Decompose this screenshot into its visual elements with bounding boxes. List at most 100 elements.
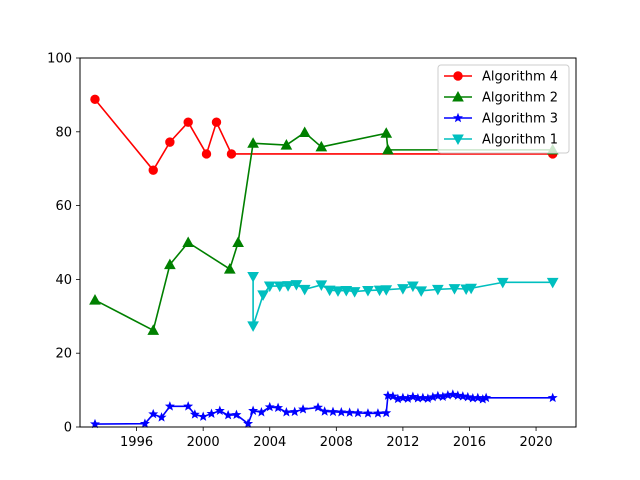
series-3 (90, 389, 558, 429)
data-point (397, 284, 409, 295)
data-point (206, 408, 217, 418)
data-point (231, 409, 242, 420)
data-point (148, 165, 158, 175)
data-point (223, 409, 234, 420)
x-tick-label: 2008 (320, 435, 353, 450)
data-point (247, 271, 259, 283)
data-point (462, 391, 473, 402)
x-tick-label: 2004 (253, 435, 286, 450)
data-point (90, 94, 100, 105)
data-point (281, 407, 292, 417)
plot-frame (79, 57, 577, 428)
data-point (148, 408, 159, 419)
data-point (380, 285, 393, 296)
x-tick-label: 2020 (520, 435, 553, 450)
data-point (226, 149, 237, 159)
data-point (415, 286, 428, 297)
data-point (164, 401, 175, 411)
data-point (264, 401, 275, 412)
data-point (465, 283, 477, 295)
data-point (232, 236, 244, 247)
x-tick-label: 2016 (453, 435, 486, 450)
data-point (344, 407, 355, 417)
data-point (417, 392, 428, 403)
data-point (273, 402, 284, 413)
legend-label: Algorithm 3 (482, 112, 558, 127)
data-point (387, 391, 398, 401)
x-tick-label: 2000 (187, 435, 220, 450)
data-point (352, 407, 363, 418)
y-tick-label: 100 (47, 52, 72, 67)
data-point (183, 401, 194, 411)
x-tick-label: 1996 (120, 435, 153, 450)
data-point (319, 406, 330, 416)
data-point (382, 143, 394, 155)
data-point (223, 263, 236, 274)
data-point (447, 389, 458, 399)
data-point (496, 277, 509, 289)
legend-marker (453, 112, 463, 123)
data-point (273, 281, 286, 293)
y-tick-label: 80 (55, 125, 72, 140)
data-point (313, 402, 323, 412)
data-point (315, 280, 328, 291)
data-point (432, 390, 443, 401)
data-point (457, 391, 468, 401)
data-point (336, 407, 347, 417)
data-point (298, 126, 311, 138)
data-point (546, 277, 559, 289)
data-point (164, 258, 176, 270)
x-tick-label: 2012 (386, 435, 419, 450)
data-point (183, 117, 193, 127)
data-point (263, 281, 276, 293)
legend-marker (452, 134, 464, 146)
data-point (298, 404, 309, 414)
data-point (407, 281, 419, 293)
data-point (256, 407, 267, 417)
data-point (189, 409, 200, 419)
data-point (547, 392, 558, 403)
series-1 (90, 94, 558, 175)
data-point (315, 140, 328, 152)
legend-box (437, 64, 570, 154)
data-point (452, 390, 463, 400)
data-point (380, 127, 393, 138)
data-point (214, 405, 225, 415)
data-point (201, 149, 212, 159)
data-point (139, 418, 150, 428)
data-point (182, 236, 195, 247)
y-tick-label: 40 (55, 273, 72, 288)
y-tick-label: 0 (64, 421, 72, 436)
data-point (247, 137, 259, 148)
data-point (147, 324, 160, 335)
data-point (280, 139, 293, 150)
legend-entry: Algorithm 4 (444, 70, 558, 85)
legend-label: Algorithm 2 (482, 91, 558, 106)
data-point (248, 405, 259, 415)
data-point (247, 321, 259, 332)
legend-label: Algorithm 1 (482, 133, 558, 148)
data-point (165, 137, 175, 147)
data-point (332, 286, 344, 297)
data-point (397, 392, 408, 403)
data-point (298, 284, 311, 296)
series-4 (247, 271, 559, 332)
data-point (257, 290, 269, 301)
series-line (94, 98, 553, 171)
data-point (328, 406, 338, 417)
data-point (481, 392, 492, 403)
data-point (282, 281, 294, 292)
data-point (472, 392, 483, 403)
data-point (373, 285, 386, 297)
data-point (211, 117, 222, 127)
y-tick-label: 20 (55, 347, 72, 362)
data-point (407, 391, 418, 401)
data-point (243, 418, 254, 428)
legend-marker (452, 90, 464, 102)
data-point (89, 294, 101, 305)
data-point (323, 285, 336, 297)
legend-entry: Algorithm 2 (444, 91, 558, 106)
legend-label: Algorithm 4 (482, 70, 558, 85)
data-point (372, 408, 383, 418)
legend-entry: Algorithm 1 (444, 133, 558, 148)
